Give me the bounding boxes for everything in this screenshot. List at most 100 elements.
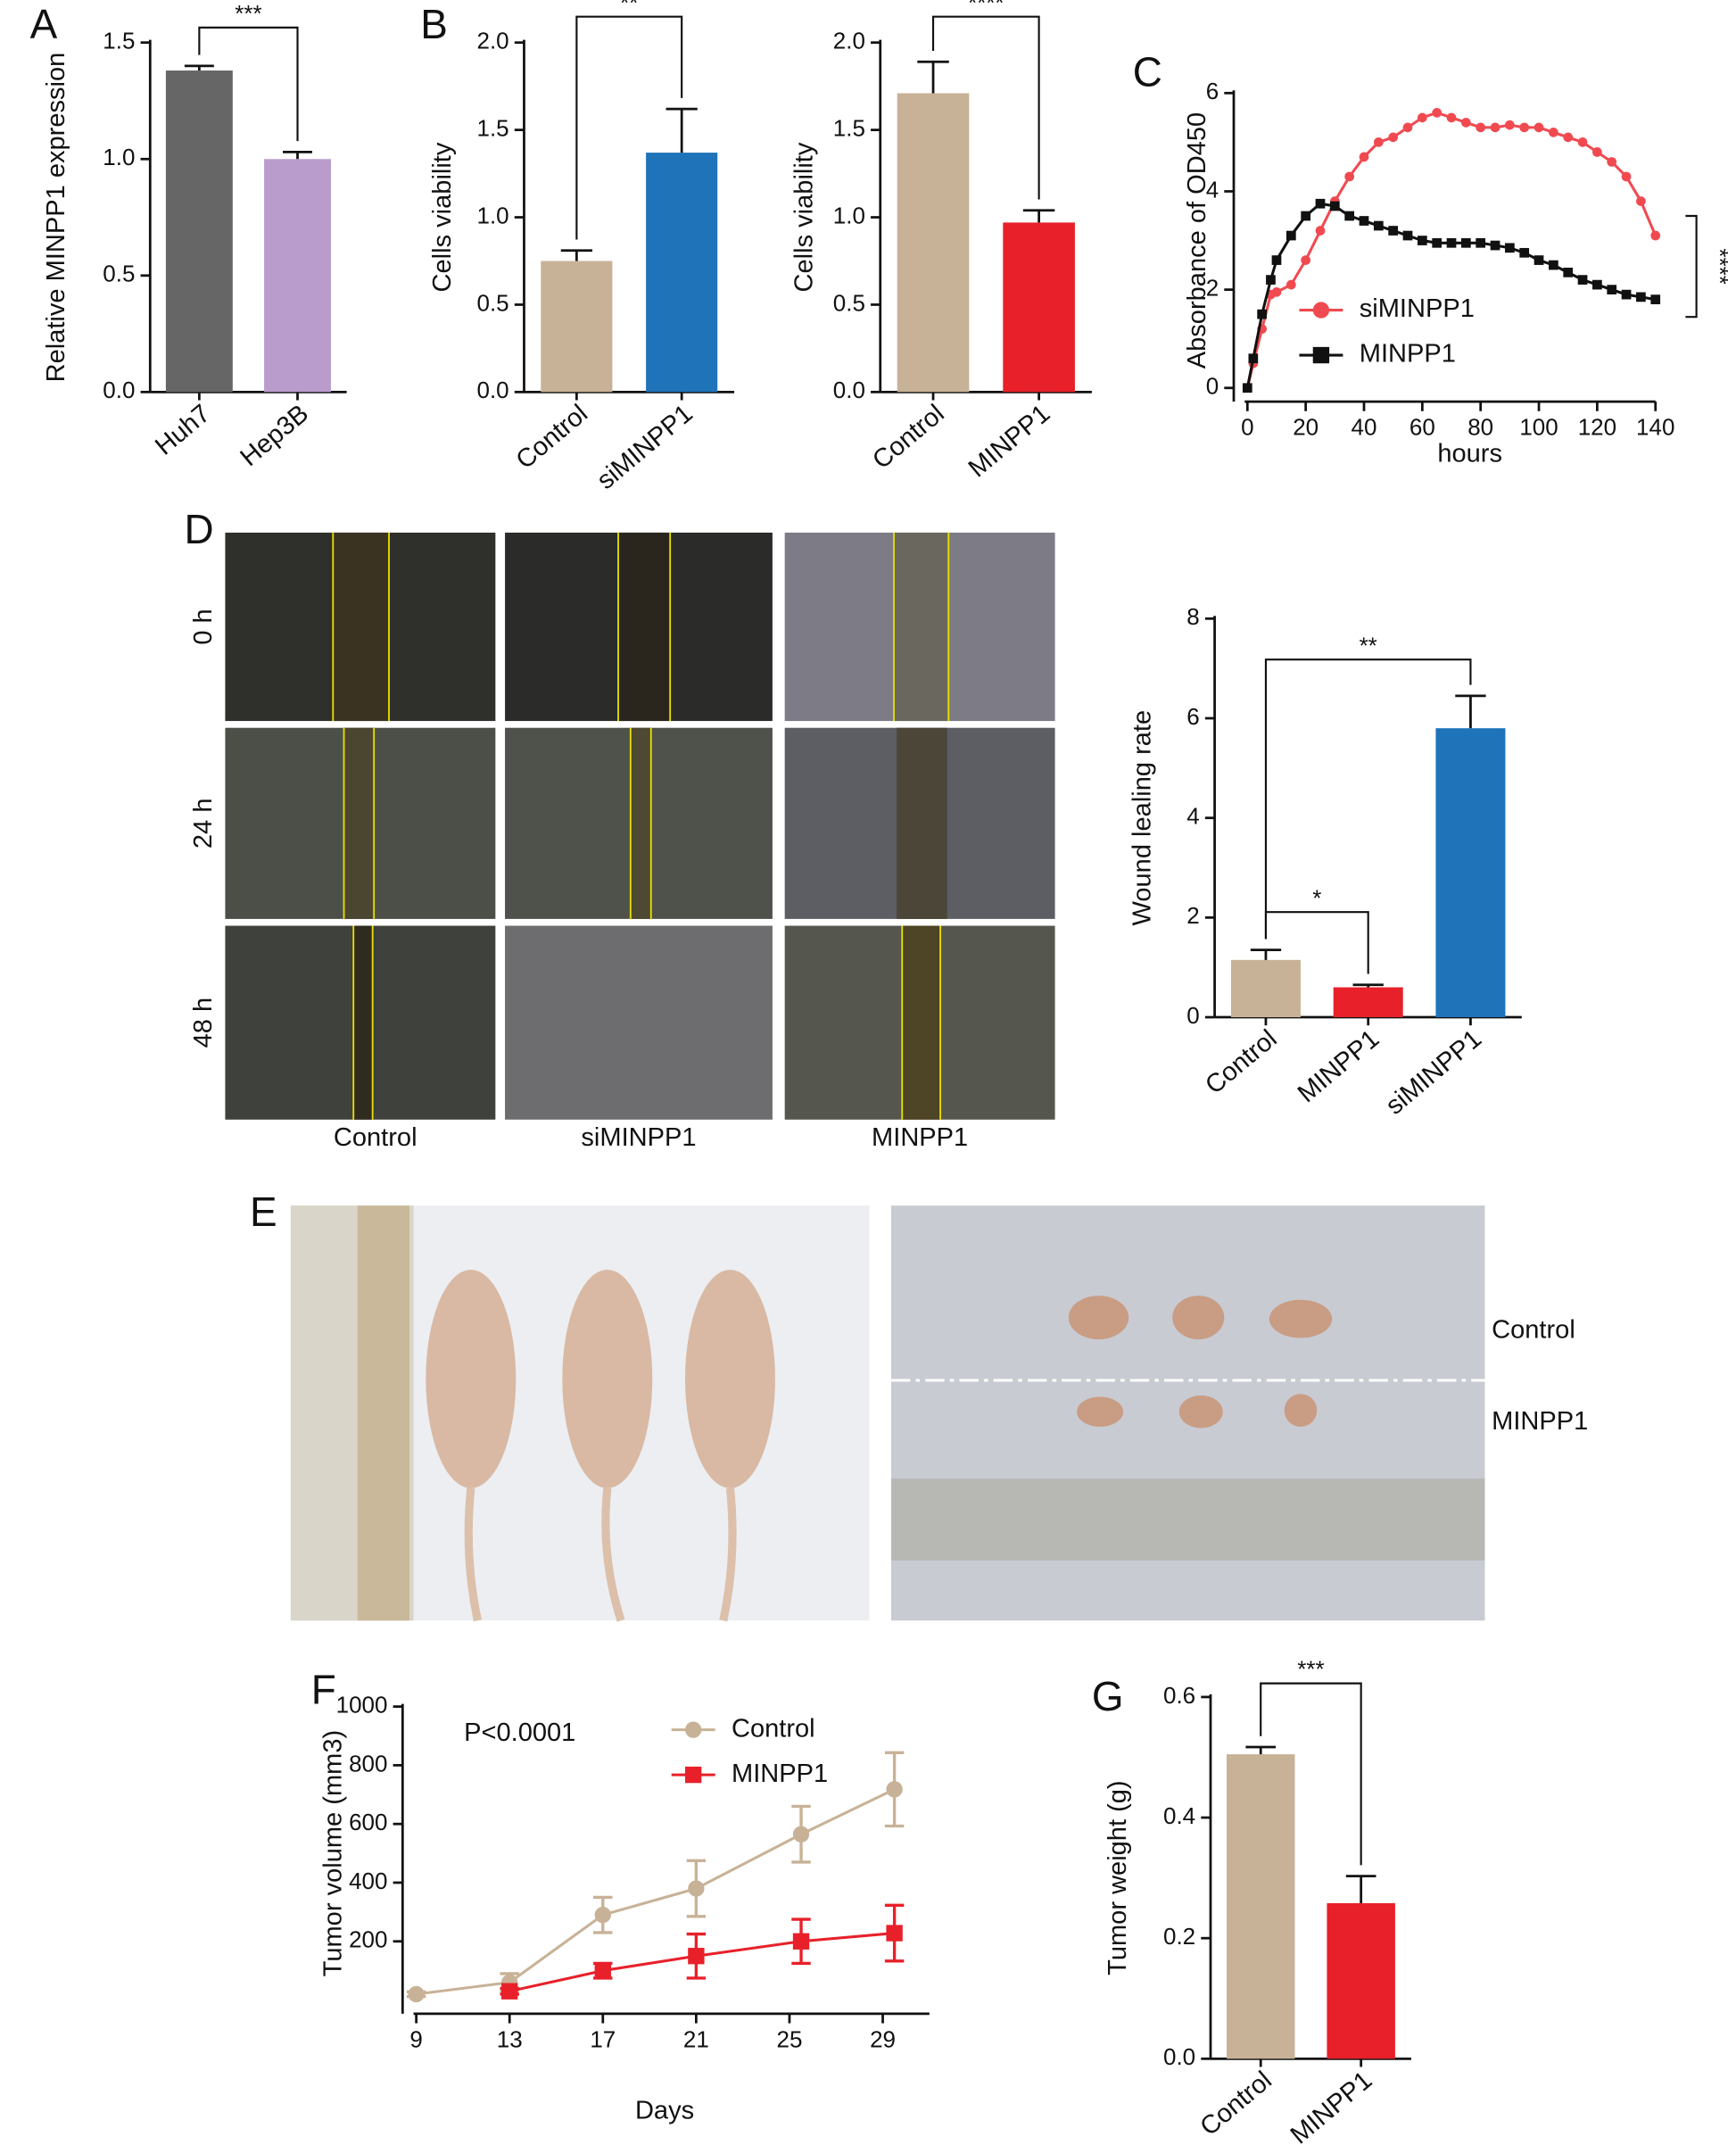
significance-bracket <box>198 26 299 142</box>
data-point <box>886 1781 903 1798</box>
y-tick-label: 2 <box>1186 902 1199 929</box>
legend-label: MINPP1 <box>1360 340 1456 369</box>
data-point <box>1621 289 1632 300</box>
data-point <box>1388 132 1399 143</box>
y-tick-label: 1.5 <box>833 114 865 141</box>
x-tick-label: Huh7 <box>150 400 216 461</box>
data-point <box>1476 237 1486 248</box>
photo-gap <box>343 727 375 919</box>
x-tick-label: 40 <box>1352 414 1377 441</box>
panel-label: G <box>1092 1673 1124 1719</box>
photo-gap <box>897 727 947 919</box>
mice <box>426 1270 775 1488</box>
error-bar <box>560 249 592 261</box>
data-point <box>1577 275 1588 285</box>
data-point <box>792 1826 810 1843</box>
y-axis-label: Cells viability <box>789 142 818 292</box>
data-point <box>1461 237 1471 248</box>
y-tick-label: 0.0 <box>476 377 508 403</box>
data-point <box>1505 120 1515 130</box>
column-label: MINPP1 <box>872 1123 968 1152</box>
legend-marker <box>684 1766 702 1784</box>
y-tick-label: 200 <box>349 1926 387 1953</box>
error-bar <box>283 151 312 160</box>
significance-label: * <box>1312 884 1321 911</box>
data-point <box>1373 137 1384 147</box>
significance-bracket <box>575 15 683 240</box>
y-tick-label: 6 <box>1206 78 1219 104</box>
bar <box>1226 1754 1295 2059</box>
data-point <box>1621 171 1632 182</box>
photo-gap <box>630 727 651 919</box>
data-point <box>1461 118 1471 128</box>
data-point <box>1592 147 1602 157</box>
x-tick-label: Control <box>1195 2066 1277 2141</box>
data-point <box>1476 122 1486 133</box>
x-tick-label: 0 <box>1241 414 1253 441</box>
y-tick-label: 1.0 <box>476 202 508 228</box>
y-tick-label: 2.0 <box>476 28 508 54</box>
x-tick-label: 60 <box>1409 414 1435 441</box>
data-point <box>1373 220 1384 231</box>
data-point <box>1301 255 1311 265</box>
bar <box>541 261 613 393</box>
bar <box>264 159 331 393</box>
legend-marker <box>1312 346 1330 364</box>
bar <box>646 153 718 393</box>
error-bar <box>1352 983 1384 988</box>
data-point <box>688 1880 705 1897</box>
data-point <box>1344 171 1355 182</box>
data-point <box>1650 230 1661 241</box>
x-tick-label: 20 <box>1293 414 1319 441</box>
y-tick-label: 0.5 <box>833 289 865 316</box>
y-tick-label: 0.0 <box>833 377 865 403</box>
photo-gap <box>894 532 949 722</box>
data-point <box>1636 196 1646 206</box>
mouse-photo <box>290 1205 870 1622</box>
y-axis-label: Tumor volume (mm3) <box>318 1730 347 1977</box>
data-point <box>1549 260 1558 270</box>
x-tick-label: 29 <box>870 2025 896 2052</box>
x-tick-label: Control <box>511 400 593 476</box>
data-point <box>1344 211 1355 221</box>
y-tick-label: 0 <box>1206 373 1219 400</box>
significance-label: ** <box>620 0 638 16</box>
y-tick-label: 1.0 <box>833 202 865 228</box>
data-point <box>1549 128 1558 137</box>
x-tick-label: 120 <box>1578 414 1616 441</box>
y-tick-label: 4 <box>1206 176 1219 203</box>
significance-bracket <box>1264 911 1369 974</box>
y-axis-label: Tumor weight (g) <box>1104 1780 1132 1975</box>
data-point <box>1266 275 1276 285</box>
x-tick-label: 9 <box>409 2025 422 2052</box>
data-point <box>1417 112 1427 123</box>
significance-label: *** <box>235 0 261 27</box>
data-point <box>1607 285 1617 294</box>
data-point <box>792 1933 810 1950</box>
row-label: 0 h <box>189 609 218 644</box>
y-tick-label: 2.0 <box>833 28 865 54</box>
panel-label: F <box>311 1666 336 1712</box>
data-point <box>1563 132 1574 143</box>
y-tick-label: 8 <box>1186 603 1199 630</box>
data-point <box>1329 201 1340 211</box>
column-label: siMINPP1 <box>581 1123 696 1152</box>
y-tick-label: 0.6 <box>1163 1682 1195 1709</box>
data-point <box>501 1983 518 2000</box>
x-tick-label: 13 <box>497 2025 523 2052</box>
y-tick-label: 0.5 <box>476 289 508 316</box>
group-label: MINPP1 <box>1492 1407 1588 1436</box>
row-label: 48 h <box>189 998 218 1048</box>
legend-label: siMINPP1 <box>1360 294 1475 323</box>
data-point <box>1359 152 1369 162</box>
data-point <box>886 1925 903 1942</box>
legend-label: Control <box>732 1714 815 1743</box>
y-tick-label: 0.5 <box>103 261 135 287</box>
column-label: Control <box>334 1123 417 1152</box>
data-point <box>1490 240 1500 251</box>
y-axis-label: Absorbance of OD450 <box>1183 112 1211 369</box>
bar <box>897 93 970 393</box>
y-tick-label: 1.0 <box>103 144 135 170</box>
x-tick-label: 25 <box>777 2025 803 2052</box>
data-point <box>1592 279 1602 290</box>
